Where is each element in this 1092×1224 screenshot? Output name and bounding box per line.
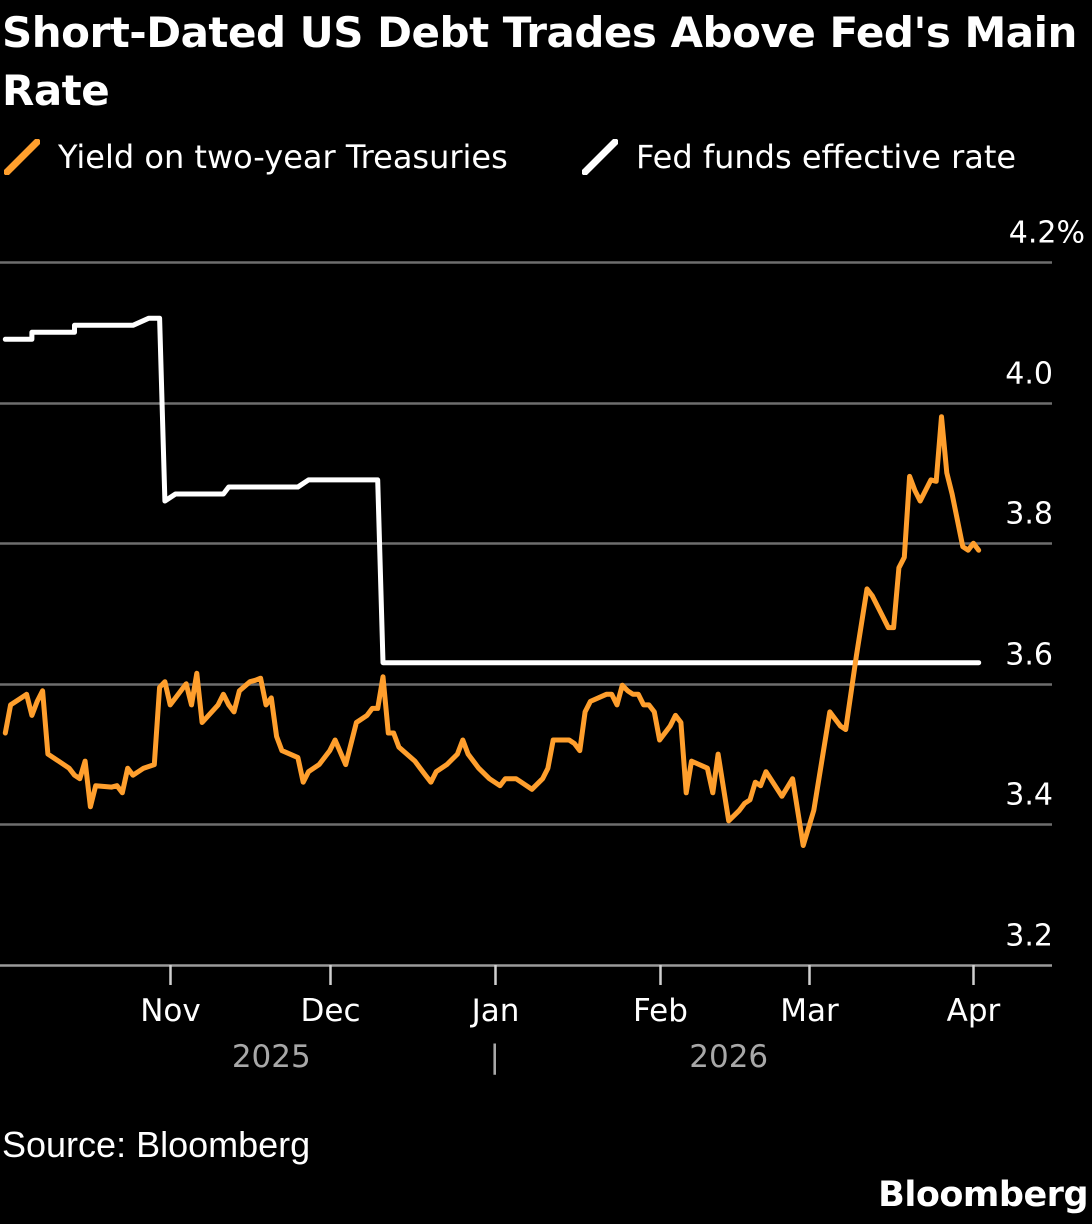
series-lines [2, 315, 982, 848]
series-line-two-year-yield [2, 414, 982, 848]
bloomberg-logo: Bloomberg [878, 1175, 1088, 1215]
series-line-fed-funds [2, 315, 982, 666]
legend: Yield on two-year Treasuries Fed funds e… [0, 132, 1092, 182]
gridlines [0, 261, 1052, 967]
x-tick-label: Mar [780, 993, 839, 1029]
source-note: Source: Bloomberg [2, 1124, 311, 1165]
x-tick-label: Feb [633, 993, 688, 1029]
x-axis [169, 965, 975, 985]
y-tick-label: 3.2 [1005, 919, 1053, 954]
legend-line-treasury [4, 139, 40, 175]
y-tick-label: 4.2% [1009, 216, 1085, 251]
axis-labels: 3.2 3.4 3.6 3.8 4.0 4.2% Nov Dec Jan Feb Mar Apr 202… [140, 216, 1085, 1076]
legend-label-fed-funds: Fed funds effective rate [636, 138, 1017, 176]
year-label: | [489, 1039, 499, 1075]
legend-swatch-treasury [4, 139, 40, 175]
legend-item-fed-funds: Fed funds effective rate [582, 132, 1016, 182]
legend-label-treasury: Yield on two-year Treasuries [58, 138, 508, 176]
legend-line-fed-funds [582, 139, 618, 175]
year-label: 2025 [232, 1039, 311, 1075]
y-tick-label: 4.0 [1005, 357, 1053, 392]
y-tick-label: 3.6 [1005, 638, 1053, 673]
x-tick-label: Nov [140, 993, 201, 1029]
legend-swatch-fed-funds [582, 139, 618, 175]
y-tick-label: 3.8 [1005, 497, 1053, 532]
y-tick-label: 3.4 [1005, 778, 1053, 813]
x-tick-label: Jan [470, 993, 520, 1029]
year-label: 2026 [689, 1039, 768, 1075]
x-tick-label: Apr [947, 993, 1001, 1029]
legend-item-treasury: Yield on two-year Treasuries [4, 132, 508, 182]
chart-title: Short-Dated US Debt Trades Above Fed's M… [2, 8, 1077, 115]
x-tick-label: Dec [301, 993, 361, 1029]
